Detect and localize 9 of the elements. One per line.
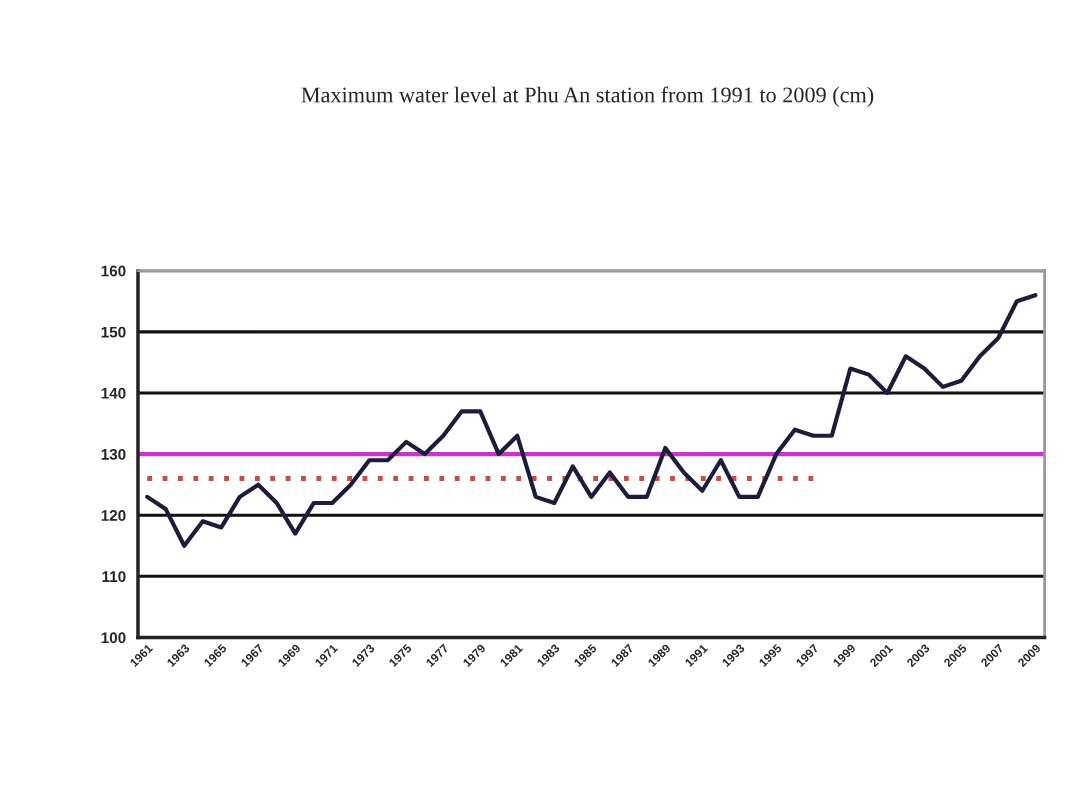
y-tick-label: 140 [101,387,126,399]
y-tick-label: 130 [101,448,126,460]
y-tick-label: 150 [101,326,126,338]
y-tick-label: 100 [101,632,126,644]
chart-title: Maximum water level at Phu An station from 1991 to 2009 (cm) [301,86,874,107]
y-tick-label: 160 [101,265,126,277]
y-tick-label: 120 [101,510,126,521]
y-tick-label: 110 [102,571,126,583]
line-series [145,293,1038,548]
